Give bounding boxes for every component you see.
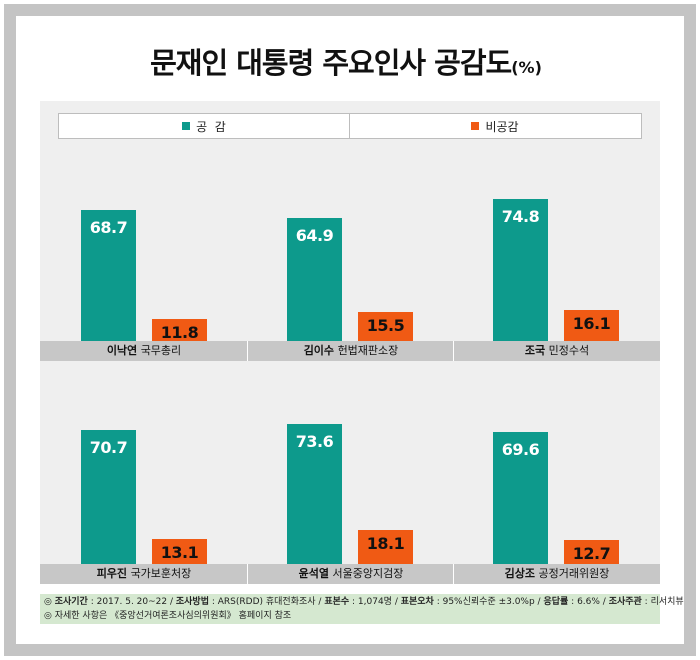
legend: 공 감 비공감 xyxy=(58,113,642,139)
bar-disagree xyxy=(564,539,619,564)
value-label-disagree: 11.8 xyxy=(160,322,199,342)
category-label: 이낙연 국무총리 xyxy=(41,341,247,361)
value-label-agree: 68.7 xyxy=(89,218,128,238)
person-name: 이낙연 xyxy=(106,344,138,357)
footer-segment: : 95%신뢰수준 ±3.0%p / xyxy=(433,597,544,607)
bar-agree xyxy=(81,429,136,564)
footer-segment: 조사주관 xyxy=(608,597,642,607)
person-role: 민정수석 xyxy=(548,344,590,357)
bar-agree xyxy=(493,198,548,341)
category-label: 김상조 공정거래위원장 xyxy=(454,564,660,584)
value-label-agree: 73.6 xyxy=(295,432,334,452)
divider xyxy=(453,341,454,361)
footer-segment: : 1,074명 / xyxy=(349,597,401,607)
person-name: 윤석열 xyxy=(298,567,330,580)
title-unit: (%) xyxy=(511,58,542,77)
footer-segment: : 2017. 5. 20~22 / xyxy=(87,597,176,607)
bar-agree xyxy=(287,424,342,564)
bar-disagree xyxy=(564,310,619,341)
category-label: 피우진 국가보훈처장 xyxy=(41,564,247,584)
value-label-disagree: 18.1 xyxy=(366,533,405,553)
divider xyxy=(247,341,248,361)
divider xyxy=(453,564,454,584)
bar-agree xyxy=(493,431,548,564)
category-label: 조국 민정수석 xyxy=(454,341,660,361)
value-label-disagree: 15.5 xyxy=(366,315,405,335)
person-name: 김상조 xyxy=(504,567,536,580)
category-bar-row-1 xyxy=(40,341,660,361)
title-text: 문재인 대통령 주요인사 공감도 xyxy=(150,46,512,80)
survey-footer: ◎ 조사기간 : 2017. 5. 20~22 / 조사방법 : ARS(RDD… xyxy=(40,594,684,624)
divider xyxy=(247,564,248,584)
footer-segment: 응답률 xyxy=(543,597,569,607)
value-label-disagree: 16.1 xyxy=(572,314,611,334)
bar-disagree xyxy=(152,539,207,564)
person-role: 국무총리 xyxy=(140,344,182,357)
legend-swatch-disagree xyxy=(471,122,480,130)
footer-segment: 조사기간 xyxy=(54,597,88,607)
footer-segment: 표본수 xyxy=(324,597,350,607)
person-role: 서울중앙지검장 xyxy=(332,567,404,580)
footer-segment: : 6.6% / xyxy=(568,597,609,607)
footer-segment: : 리서치뷰 xyxy=(641,597,684,607)
person-role: 공정거래위원장 xyxy=(538,567,610,580)
bar-disagree xyxy=(358,529,413,564)
bar-agree xyxy=(81,210,136,341)
value-label-disagree: 13.1 xyxy=(160,543,199,563)
value-label-disagree: 12.7 xyxy=(572,543,611,563)
footer-segment: 조사방법 xyxy=(175,597,209,607)
value-label-agree: 74.8 xyxy=(501,206,540,226)
bar-disagree xyxy=(152,318,207,341)
category-label: 윤석열 서울중앙지검장 xyxy=(248,564,454,584)
legend-swatch-agree xyxy=(182,122,191,130)
category-bar-row-2 xyxy=(40,564,660,584)
footer-line-2: ◎ 자세한 사항은 《중앙선거여론조사심의위원회》 홈페이지 참조 xyxy=(44,611,292,621)
person-name: 김이수 xyxy=(303,344,335,357)
legend-label-agree: 공 감 xyxy=(196,119,226,134)
person-name: 피우진 xyxy=(96,567,128,580)
person-name: 조국 xyxy=(524,344,546,357)
legend-item-agree: 공 감 xyxy=(59,114,350,138)
person-role: 헌법재판소장 xyxy=(337,344,399,357)
footer-segment: : ARS(RDD) 휴대전화조사 / xyxy=(209,597,325,607)
value-label-agree: 69.6 xyxy=(501,439,540,459)
legend-item-disagree: 비공감 xyxy=(350,114,640,138)
bar-disagree xyxy=(358,311,413,341)
footer-line-1: ◎ 조사기간 : 2017. 5. 20~22 / 조사방법 : ARS(RDD… xyxy=(44,595,684,609)
category-label: 김이수 헌법재판소장 xyxy=(248,341,454,361)
value-label-agree: 64.9 xyxy=(295,225,334,245)
bar-agree xyxy=(287,217,342,341)
footer-segment: ◎ xyxy=(44,597,55,607)
value-label-agree: 70.7 xyxy=(89,437,128,457)
person-role: 국가보훈처장 xyxy=(130,567,192,580)
legend-label-disagree: 비공감 xyxy=(485,119,519,134)
footer-segment: 표본오차 xyxy=(400,597,434,607)
chart-title: 문재인 대통령 주요인사 공감도(%) xyxy=(0,40,692,82)
